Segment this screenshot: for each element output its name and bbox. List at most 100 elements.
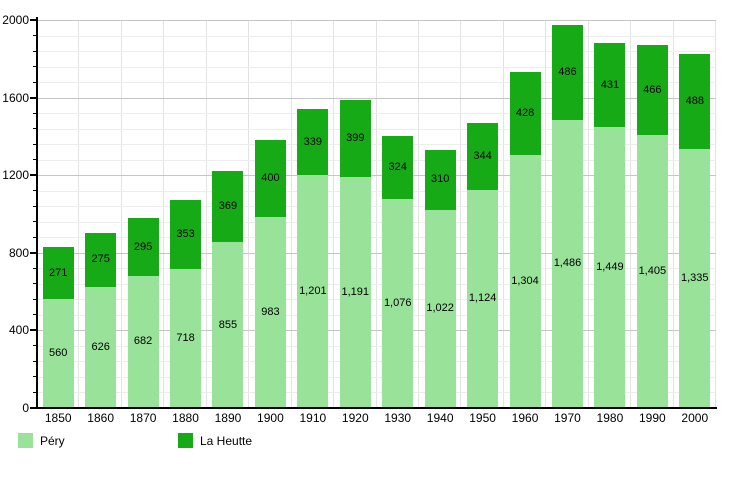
y-minor-tick: [33, 66, 37, 68]
x-axis-label: 1890: [214, 411, 242, 425]
minor-gridline: [37, 345, 716, 347]
minor-gridline: [37, 66, 716, 68]
minor-gridline: [37, 159, 716, 161]
x-axis-line: [36, 407, 717, 409]
bar-value-label-pery: 1,486: [553, 257, 582, 270]
bar-segment-pery: 1,304: [509, 155, 541, 408]
bar-segment-pery: 1,191: [339, 176, 371, 408]
x-axis-label: 1870: [129, 411, 157, 425]
x-axis-label: 1950: [469, 411, 496, 425]
bar-value-label-pery: 1,335: [681, 272, 709, 284]
bar-segment-la-heutte: 466: [636, 45, 668, 136]
bar-1980: 1,449 431: [589, 20, 631, 408]
bar-value-label-pery: 626: [91, 340, 110, 353]
minor-gridline: [37, 82, 716, 84]
bar-segment-la-heutte: 344: [467, 123, 499, 190]
y-minor-tick: [33, 221, 37, 223]
vertical-gridline: [545, 20, 547, 408]
y-minor-tick: [33, 50, 37, 52]
y-minor-tick: [33, 112, 37, 114]
bar-segment-pery: 1,486: [551, 119, 583, 408]
bar-segment-la-heutte: 431: [594, 43, 626, 127]
y-axis-label: 1600: [2, 90, 29, 105]
x-axis-label: 2000: [681, 411, 709, 425]
bar-segment-pery: 1,449: [594, 126, 626, 408]
bar-segment-la-heutte: 399: [339, 99, 371, 177]
bar-segment-la-heutte: 486: [551, 25, 583, 120]
vertical-gridline: [715, 20, 716, 408]
y-minor-tick: [33, 267, 37, 269]
bar-segment-pery: 1,076: [382, 199, 414, 408]
y-minor-tick: [33, 143, 37, 145]
major-gridline: [37, 330, 716, 332]
vertical-gridline: [502, 20, 504, 408]
minor-gridline: [37, 283, 716, 285]
bar-value-label-pery: 1,304: [511, 275, 539, 288]
bar-value-label-la-heutte: 428: [515, 107, 535, 120]
x-axis-label: 1880: [172, 411, 199, 425]
bar-value-label-la-heutte: 339: [303, 135, 322, 148]
minor-gridline: [37, 128, 716, 130]
bar-1850: 560 271: [37, 20, 79, 408]
bar-segment-la-heutte: 324: [382, 136, 414, 200]
x-axis-label: 1960: [511, 411, 539, 425]
bar-value-label-la-heutte: 295: [133, 240, 153, 253]
minor-gridline: [37, 376, 716, 378]
bar-1860: 626 275: [79, 20, 121, 408]
bar-1890: 855 369: [207, 20, 249, 408]
y-minor-tick: [33, 283, 37, 285]
bar-segment-pery: 560: [42, 299, 74, 408]
bar-value-label-la-heutte: 271: [49, 266, 68, 279]
bar-value-label-la-heutte: 353: [176, 227, 195, 240]
bar-segment-la-heutte: 400: [254, 139, 286, 218]
y-axis-label: 1200: [2, 168, 29, 183]
bar-value-label-la-heutte: 324: [388, 161, 407, 174]
minor-gridline: [37, 35, 716, 37]
y-axis-label: 2000: [2, 13, 29, 27]
legend-swatch-pery: [18, 433, 33, 448]
x-axis-label: 1860: [87, 411, 114, 425]
bar-segment-pery: 718: [170, 268, 201, 408]
bar-value-label-pery: 718: [176, 331, 195, 344]
bar-1930: 1,076 324: [377, 20, 419, 408]
minor-gridline: [37, 268, 716, 270]
major-gridline: [37, 175, 716, 177]
y-minor-tick: [33, 345, 37, 347]
x-axis-label: 1920: [341, 411, 369, 425]
bar-value-label-pery: 855: [218, 318, 238, 331]
bar-segment-la-heutte: 295: [127, 218, 159, 276]
y-minor-tick: [33, 298, 37, 300]
bar-value-label-pery: 1,201: [299, 285, 327, 297]
bar-value-label-la-heutte: 488: [685, 95, 704, 108]
bar-value-label-pery: 682: [133, 335, 153, 348]
vertical-gridline: [205, 20, 207, 408]
major-gridline: [37, 20, 716, 21]
bar-segment-la-heutte: 369: [212, 170, 244, 243]
bar-value-label-la-heutte: 310: [430, 173, 450, 186]
bar-value-label-la-heutte: 369: [218, 199, 238, 212]
y-minor-tick: [33, 81, 37, 83]
bar-segment-pery: 682: [127, 275, 159, 408]
legend-swatch-la-heutte: [178, 433, 193, 448]
y-major-tick: [30, 329, 37, 332]
bar-segment-la-heutte: 353: [170, 200, 201, 269]
x-axis-label: 1940: [426, 411, 454, 425]
bar-segment-pery: 1,124: [467, 189, 499, 408]
bar-1870: 682 295: [122, 20, 164, 408]
minor-gridline: [37, 314, 716, 316]
bar-1920: 1,191 399: [334, 20, 376, 408]
y-minor-tick: [33, 376, 37, 378]
vertical-gridline: [417, 20, 419, 408]
bar-value-label-la-heutte: 466: [643, 83, 662, 96]
y-minor-tick: [33, 128, 37, 130]
y-minor-tick: [33, 205, 37, 207]
bar-value-label-pery: 1,022: [426, 302, 454, 315]
minor-gridline: [37, 206, 716, 208]
bar-segment-pery: 983: [254, 217, 286, 408]
bar-segment-pery: 626: [85, 286, 117, 408]
y-axis-label: 400: [8, 323, 29, 338]
bar-segment-la-heutte: 488: [679, 54, 711, 150]
x-axis-label: 1930: [384, 411, 412, 425]
bar-2000: 1,335 488: [674, 20, 716, 408]
